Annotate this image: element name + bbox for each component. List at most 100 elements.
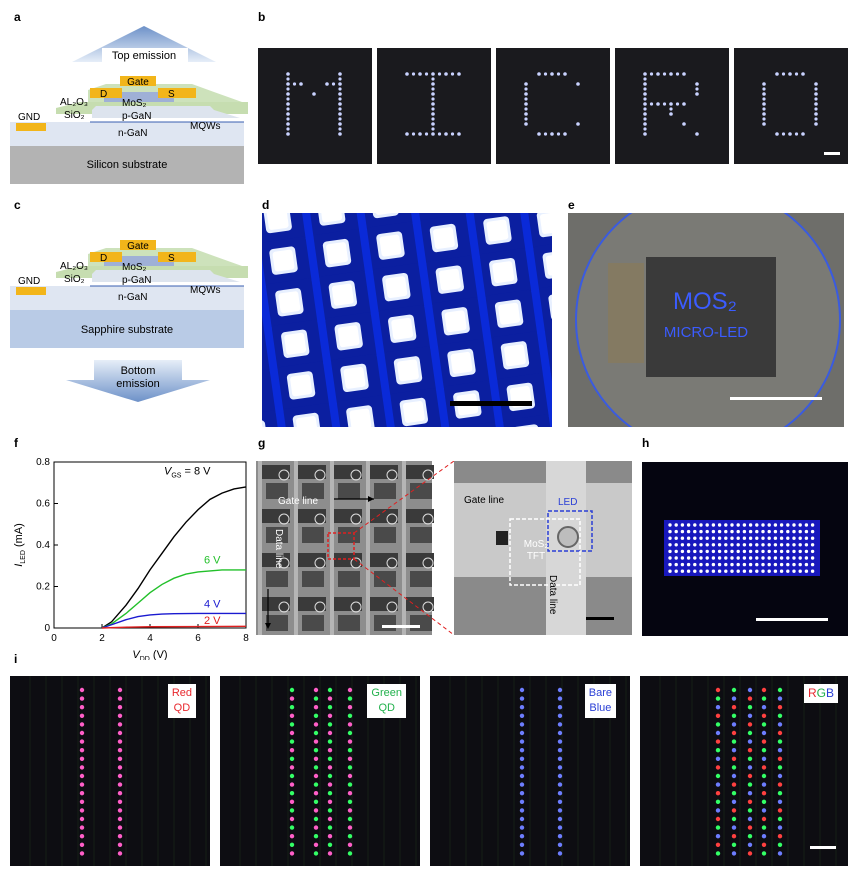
x-tick-label-4: 8 [243,633,249,644]
series-label-2: 4 V [204,598,221,610]
scale-bar-i [810,846,836,849]
drain-label: D [100,89,107,100]
pgan-label-c: p-GaN [122,275,151,286]
pgan-label: p-GaN [122,111,151,122]
top-emission-arrow [72,26,216,62]
green-qd-label-line2: QD [378,702,395,714]
letter-panel-r [615,48,729,164]
blue-array-photo [642,462,848,636]
gate-label-c: Gate [127,241,149,252]
source-label-c: S [168,253,175,264]
panel-label-c: c [14,198,21,212]
x-tick-label-1: 2 [99,633,105,644]
bare-blue-label-line2: Blue [589,702,612,714]
rgb-panels-row: Red QD Green QD Bare Blue RGB [10,676,850,868]
letter-panel-o [734,48,848,164]
silicon-substrate [10,146,244,184]
microled-array-photo [262,213,552,427]
dot-columns-2 [449,676,627,866]
zoom-mos2-label: MoS₂ [524,539,549,550]
mos2-label-c: MoS₂ [122,262,147,273]
letter-panel-m [258,48,372,164]
red-qd-panel: Red QD [10,676,210,866]
x-axis-label: VDD (V) [132,649,167,660]
mqws-label: MQWs [190,121,221,132]
pgan-layer [92,106,240,118]
drain-contact [90,88,122,98]
series-line-0 [101,486,247,629]
display-text-microled: MICRO-LED [664,324,748,341]
mos2-label: MoS₂ [122,98,147,109]
scale-bar-b [824,152,840,155]
series-label-0: VGS = 8 V [164,465,211,479]
rgb-label-b: B [825,686,834,700]
scale-bar-g2 [586,617,614,620]
zoom-led-label: LED [558,497,577,508]
panel-label-a: a [14,10,21,24]
y-tick-label-2: 0.4 [36,540,50,551]
letter-panel-i [377,48,491,164]
gate-line-label: Gate line [278,496,318,507]
sapphire-substrate-label: Sapphire substrate [81,324,173,336]
source-label: S [168,89,175,100]
red-qd-label-line2: QD [173,702,191,714]
green-qd-label: Green QD [367,684,406,718]
bare-blue-label: Bare Blue [584,684,616,718]
sio2-label: SiO₂ [64,110,85,121]
series-label-1: 6 V [204,555,221,567]
device-schematic-bottom-emission: Sapphire substrate GND n-GaN p-GaN MQWs … [10,240,248,402]
panel-label-b: b [258,10,266,24]
zoom-gate-line-label: Gate line [464,495,504,506]
rgb-panel: RGB [640,676,848,866]
series-line-2 [101,612,246,629]
bottom-emission-arrow [66,360,210,402]
panel-label-e: e [568,198,575,212]
ngan-label-c: n-GaN [118,292,147,303]
series-line-1 [101,569,246,629]
micro-letters-row [258,48,850,164]
ngan-layer-c [10,286,244,310]
zoom-region-box [327,532,355,560]
zoom-tft-label: TFT [527,551,545,562]
scale-bar-e [730,397,822,400]
series-label-3: 2 V [204,615,221,627]
top-emission-label: Top emission [112,50,176,62]
device-schematic-top-emission: Top emission Silicon substrate GND n-GaN… [10,26,248,184]
sem-images: Gate line Data line Gate line LED MoS₂ T… [256,461,632,636]
sio2-label-c: SiO₂ [64,274,85,285]
x-tick-label-3: 6 [195,633,201,644]
panel-label-h: h [642,436,650,450]
green-qd-panel: Green QD [220,676,420,866]
iled-vdd-chart: 0 2 4 6 8 0 0.2 0.4 0.6 0.8 VGS = 8 V 6 V 4 V 2 V VDD … [13,457,249,660]
scale-bar-d [450,401,532,406]
gate-contact [120,76,156,86]
wafer-display-photo: MOS₂ MICRO-LED [568,213,844,427]
y-tick-label-1: 0.2 [36,582,50,593]
y-axis-label: ILED (mA) [13,523,27,567]
y-tick-label-0: 0 [44,623,50,634]
al2o3-label: AL₂O₃ [60,97,88,108]
drain-label-c: D [100,253,107,264]
red-qd-label-line1: Red [171,687,192,699]
mqws-label-c: MQWs [190,285,221,296]
y-tick-label-3: 0.6 [36,499,50,510]
ngan-layer [10,122,244,146]
bare-blue-panel: Bare Blue [430,676,630,866]
panel-label-g: g [258,436,266,450]
al2o3-label-c: AL₂O₃ [60,261,88,272]
green-qd-label-line1: Green [371,687,402,699]
rgb-label-g: G [816,686,826,700]
sapphire-substrate [10,310,244,348]
rgb-label-r: R [807,686,817,700]
letter-panel-c [496,48,610,164]
red-qd-label: Red QD [167,684,196,718]
series-line-3 [101,625,247,629]
y-tick-label-4: 0.8 [36,457,50,468]
bottom-emission-label-2: emission [116,378,159,390]
x-tick-label-0: 0 [51,633,57,644]
panel-label-i: i [14,652,18,666]
ngan-label: n-GaN [118,128,147,139]
rgb-label: RGB [803,684,838,703]
display-text-mos2: MOS₂ [673,288,737,315]
bare-blue-label-line1: Bare [588,687,612,699]
